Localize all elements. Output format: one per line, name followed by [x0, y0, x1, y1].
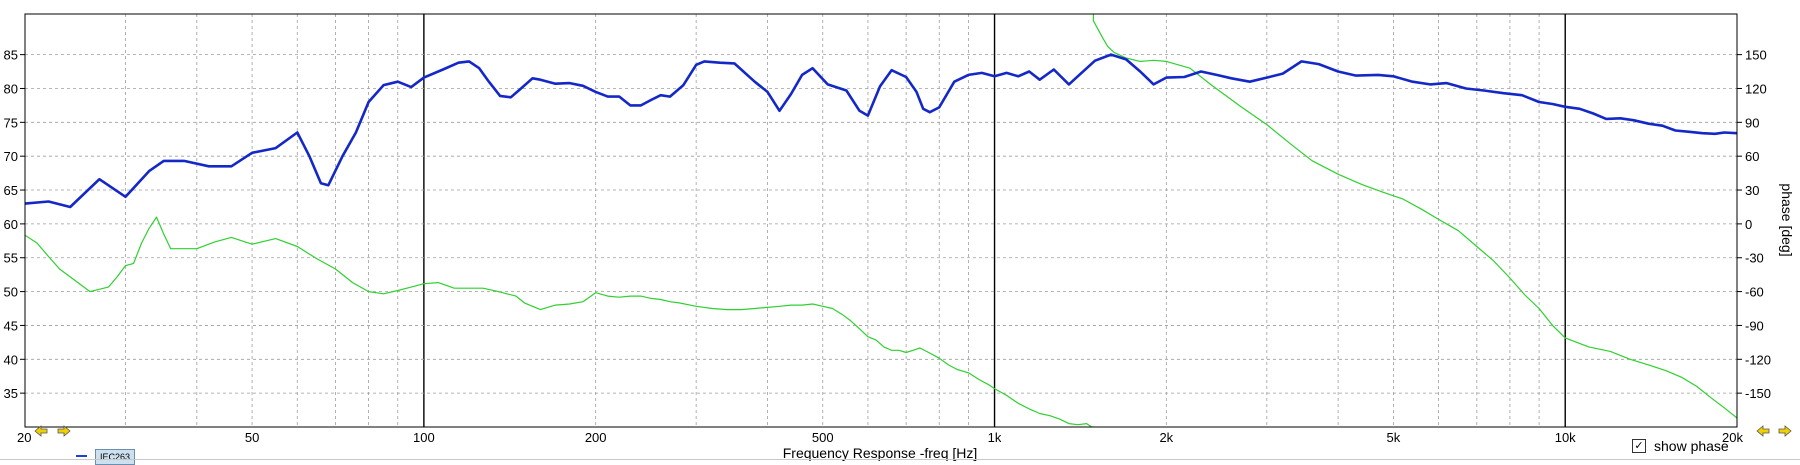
- y-right-tick-label: 60: [1745, 149, 1759, 164]
- y-right-tick-label: 90: [1745, 115, 1759, 130]
- range-right-arrow-right[interactable]: [1778, 425, 1792, 437]
- y-left-tick-label: 55: [4, 251, 18, 266]
- y-left-tick-label: 60: [4, 217, 18, 232]
- y-left-tick-label: 75: [4, 115, 18, 130]
- show-phase-toggle[interactable]: ✓ show phase: [1632, 438, 1729, 454]
- range-markers[interactable]: [34, 425, 1792, 437]
- plot-frame: [24, 13, 1738, 428]
- show-phase-label: show phase: [1654, 438, 1729, 454]
- x-tick-label: 500: [812, 430, 834, 445]
- y-right-tick-label: -150: [1745, 386, 1771, 401]
- marker-arrow-shape: [57, 425, 71, 437]
- y-left-tick-label: 35: [4, 386, 18, 401]
- phase-curve: [25, 14, 1737, 427]
- y-right-tick-label: 120: [1745, 81, 1767, 96]
- y-right-tick-label: 150: [1745, 48, 1767, 63]
- x-tick-label: 10k: [1555, 430, 1576, 445]
- x-tick-label: 20: [17, 430, 31, 445]
- range-right-arrow-left[interactable]: [1756, 425, 1770, 437]
- y-left-tick-label: 65: [4, 183, 18, 198]
- y-left-tick-label: 80: [4, 81, 18, 96]
- y-left-tick-label: 40: [4, 352, 18, 367]
- x-tick-label: 1k: [988, 430, 1002, 445]
- y-right-tick-label: -30: [1745, 251, 1764, 266]
- y-right-tick-label: -90: [1745, 318, 1764, 333]
- y-axis-right-labels: -150 -120 -90 -60 -30 0 30 60 90 120 150: [1737, 48, 1771, 401]
- x-tick-label: 20k: [1722, 430, 1743, 445]
- magnitude-curve: [25, 53, 1737, 209]
- range-left-arrow-right[interactable]: [57, 425, 71, 437]
- y-right-tick-label: 0: [1745, 217, 1752, 232]
- y-left-tick-label: 50: [4, 285, 18, 300]
- y-right-tick-label: -120: [1745, 352, 1771, 367]
- y-left-tick-label: 85: [4, 48, 18, 63]
- x-tick-label: 50: [245, 430, 259, 445]
- marker-arrow-shape: [1778, 425, 1792, 437]
- grid-lines: [25, 14, 1737, 427]
- y-axis-left-labels: 35 40 45 50 55 60 65 70 75 80 85: [4, 48, 25, 401]
- plot-curves: [25, 14, 1737, 427]
- status-divider: [0, 459, 1800, 460]
- y-left-tick-label: 70: [4, 149, 18, 164]
- y-right-tick-label: 30: [1745, 183, 1759, 198]
- x-tick-label: 200: [585, 430, 607, 445]
- x-tick-label: 2k: [1159, 430, 1173, 445]
- y-axis-right-title: phase [deg]: [1779, 183, 1795, 256]
- show-phase-checkbox[interactable]: ✓: [1632, 439, 1646, 453]
- x-axis-labels: 20 50 100 200 500 1k 2k 5k 10k 20k: [17, 430, 1743, 445]
- x-axis-title: Frequency Response -freq [Hz]: [783, 445, 978, 461]
- y-right-tick-label: -60: [1745, 285, 1764, 300]
- x-tick-label: 5k: [1387, 430, 1401, 445]
- legend-line-swatch: [76, 455, 87, 457]
- range-left-arrow-left[interactable]: [34, 425, 48, 437]
- marker-arrow-shape: [1756, 425, 1770, 437]
- x-tick-label: 100: [413, 430, 435, 445]
- marker-arrow-shape: [34, 425, 48, 437]
- y-left-tick-label: 45: [4, 318, 18, 333]
